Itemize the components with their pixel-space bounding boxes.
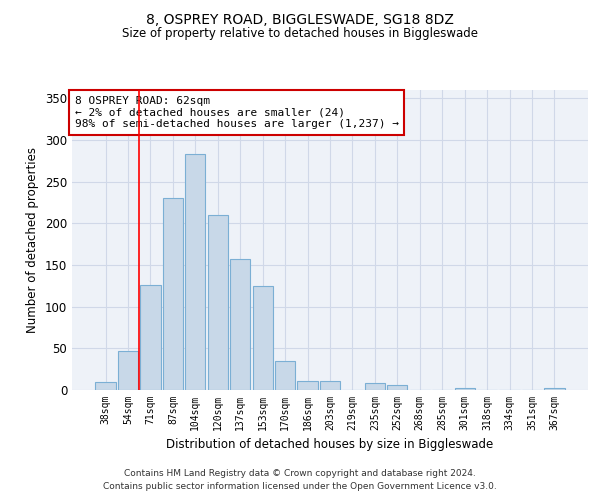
Bar bbox=[140, 285, 161, 390]
Bar bbox=[387, 385, 407, 390]
X-axis label: Distribution of detached houses by size in Biggleswade: Distribution of detached houses by size … bbox=[166, 438, 494, 452]
Bar bbox=[544, 388, 565, 390]
Text: 8 OSPREY ROAD: 62sqm
← 2% of detached houses are smaller (24)
98% of semi-detach: 8 OSPREY ROAD: 62sqm ← 2% of detached ho… bbox=[74, 96, 398, 129]
Bar bbox=[185, 154, 205, 390]
Text: Size of property relative to detached houses in Biggleswade: Size of property relative to detached ho… bbox=[122, 28, 478, 40]
Bar bbox=[275, 361, 295, 390]
Bar bbox=[365, 384, 385, 390]
Text: Contains public sector information licensed under the Open Government Licence v3: Contains public sector information licen… bbox=[103, 482, 497, 491]
Bar bbox=[253, 286, 273, 390]
Text: 8, OSPREY ROAD, BIGGLESWADE, SG18 8DZ: 8, OSPREY ROAD, BIGGLESWADE, SG18 8DZ bbox=[146, 12, 454, 26]
Bar bbox=[208, 215, 228, 390]
Bar bbox=[320, 381, 340, 390]
Bar bbox=[95, 382, 116, 390]
Bar bbox=[455, 388, 475, 390]
Bar bbox=[118, 351, 138, 390]
Bar bbox=[298, 381, 317, 390]
Text: Contains HM Land Registry data © Crown copyright and database right 2024.: Contains HM Land Registry data © Crown c… bbox=[124, 468, 476, 477]
Bar bbox=[230, 259, 250, 390]
Bar bbox=[163, 198, 183, 390]
Y-axis label: Number of detached properties: Number of detached properties bbox=[26, 147, 40, 333]
